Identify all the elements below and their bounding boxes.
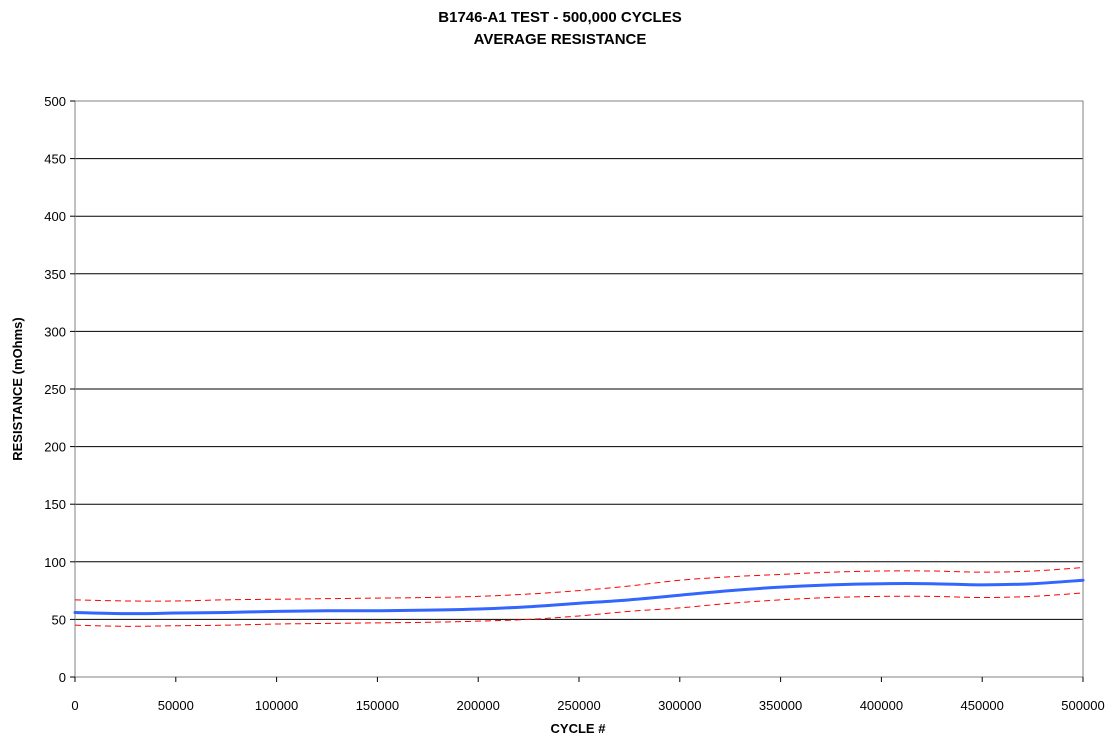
x-tick-label: 50000 <box>158 698 194 713</box>
x-tick-label: 500000 <box>1061 698 1104 713</box>
x-tick-label: 0 <box>71 698 78 713</box>
lower-bound-dashed-line <box>74 592 1084 627</box>
y-axis-ticks: 0 50 100 150 200 250 300 350 400 450 500 <box>44 94 75 685</box>
x-tick-label: 350000 <box>759 698 802 713</box>
y-tick-label: 200 <box>44 440 66 455</box>
series-lines <box>73 567 1085 627</box>
y-tick-label: 350 <box>44 267 66 282</box>
y-tick-label: 400 <box>44 209 66 224</box>
y-tick-label: 100 <box>44 555 66 570</box>
x-axis-label: CYCLE # <box>551 721 607 736</box>
x-tick-label: 450000 <box>961 698 1004 713</box>
y-tick-label: 150 <box>44 497 66 512</box>
x-tick-label: 300000 <box>658 698 701 713</box>
x-tick-label: 200000 <box>457 698 500 713</box>
y-tick-label: 250 <box>44 382 66 397</box>
x-tick-label: 150000 <box>356 698 399 713</box>
chart-title-line-2: AVERAGE RESISTANCE <box>474 31 647 48</box>
y-tick-label: 300 <box>44 324 66 339</box>
x-axis-ticks: 0 50000 100000 150000 200000 250000 300000 3500… <box>71 677 1105 713</box>
y-tick-label: 50 <box>52 612 66 627</box>
x-tick-label: 100000 <box>255 698 298 713</box>
y-tick-label: 500 <box>44 94 66 109</box>
y-axis-label: RESISTANCE (mOhms) <box>10 317 25 461</box>
x-tick-label: 400000 <box>860 698 903 713</box>
y-tick-label: 450 <box>44 152 66 167</box>
upper-bound-dashed-line <box>74 567 1084 602</box>
x-tick-label: 250000 <box>557 698 600 713</box>
chart-title-line-1: B1746-A1 TEST - 500,000 CYCLES <box>438 9 681 26</box>
average-resistance-line <box>73 578 1085 616</box>
y-tick-label: 0 <box>59 670 66 685</box>
